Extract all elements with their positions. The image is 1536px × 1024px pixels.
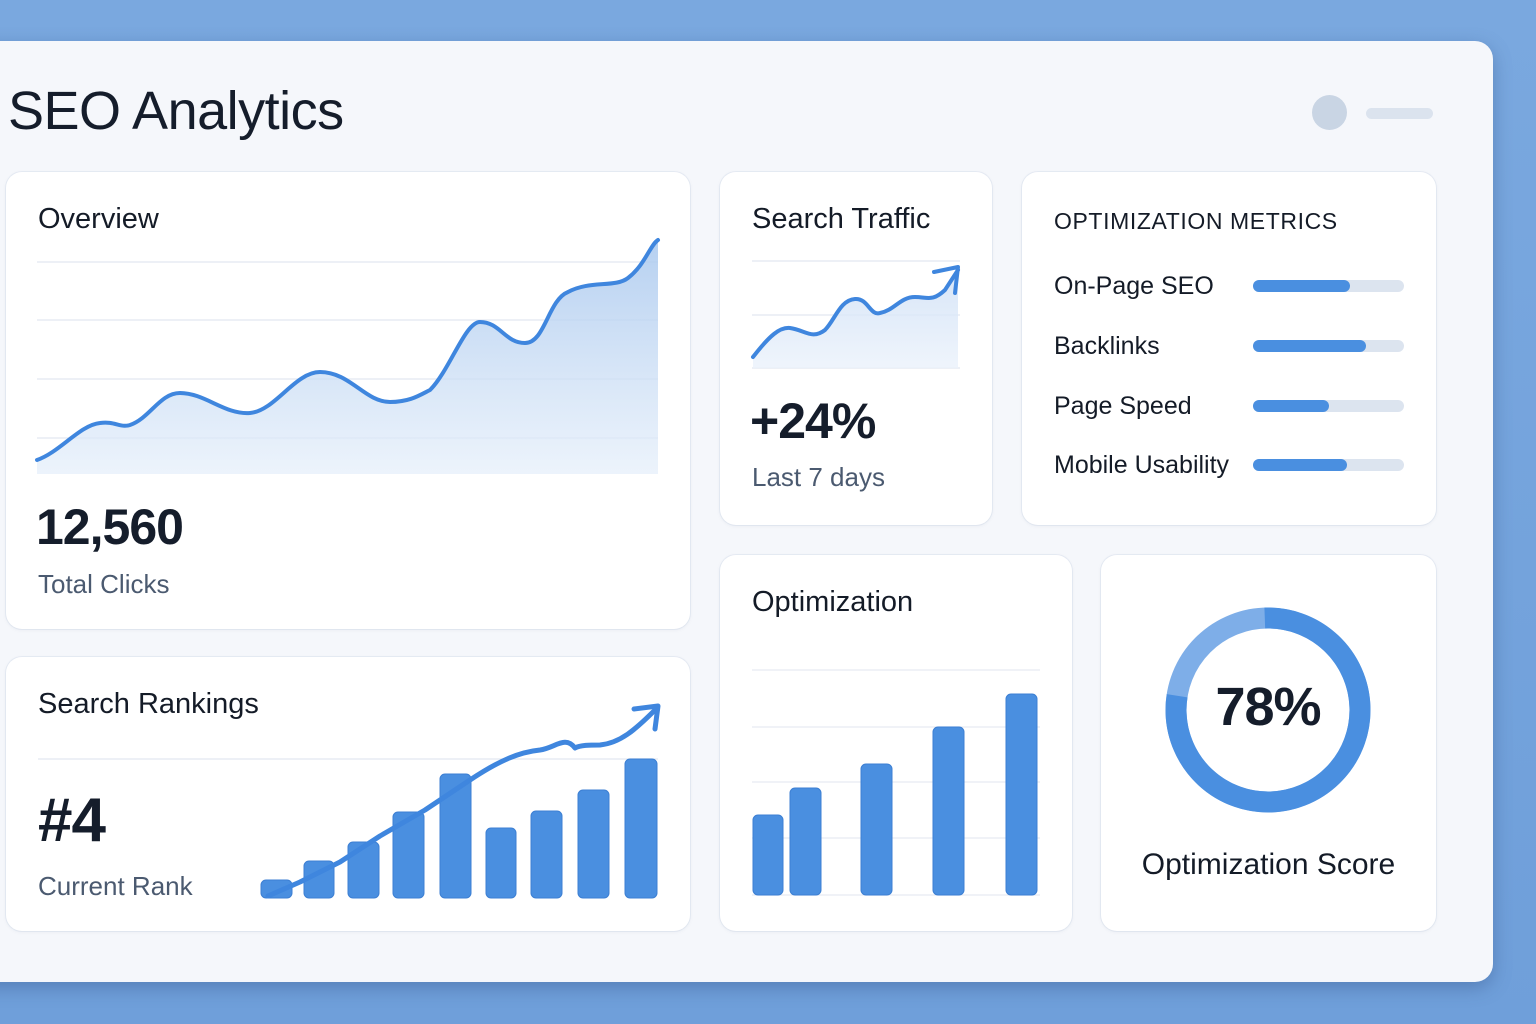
metric-bar-page-speed — [1253, 400, 1404, 412]
optimization-metrics-title: OPTIMIZATION METRICS — [1054, 208, 1338, 234]
metric-bar-backlinks — [1253, 340, 1404, 352]
user-name-placeholder[interactable] — [1366, 108, 1433, 119]
arrow-up-icon — [932, 265, 960, 295]
search-rankings-title: Search Rankings — [38, 688, 259, 720]
metric-label-on-page-seo: On-Page SEO — [1054, 272, 1214, 300]
current-rank-label: Current Rank — [38, 871, 193, 901]
search-traffic-title: Search Traffic — [752, 203, 931, 235]
total-clicks-label: Total Clicks — [38, 569, 170, 599]
optimization-title: Optimization — [752, 586, 914, 618]
arrow-up-icon — [631, 703, 661, 732]
traffic-period-label: Last 7 days — [752, 462, 885, 492]
optimization-score-label: Optimization Score — [1141, 848, 1396, 881]
overview-title: Overview — [38, 203, 159, 235]
optimization-score-value: 78% — [1215, 677, 1321, 737]
metric-label-backlinks: Backlinks — [1054, 332, 1160, 360]
page-title: SEO Analytics — [8, 81, 344, 141]
metric-bar-on-page-seo — [1253, 280, 1404, 292]
metric-label-page-speed: Page Speed — [1054, 392, 1192, 420]
traffic-change-value: +24% — [750, 393, 876, 449]
metric-bar-mobile-usability — [1253, 459, 1404, 471]
total-clicks-value: 12,560 — [36, 499, 184, 555]
metric-label-mobile-usability: Mobile Usability — [1054, 451, 1230, 479]
current-rank-value: #4 — [38, 786, 106, 855]
avatar[interactable] — [1312, 95, 1347, 130]
